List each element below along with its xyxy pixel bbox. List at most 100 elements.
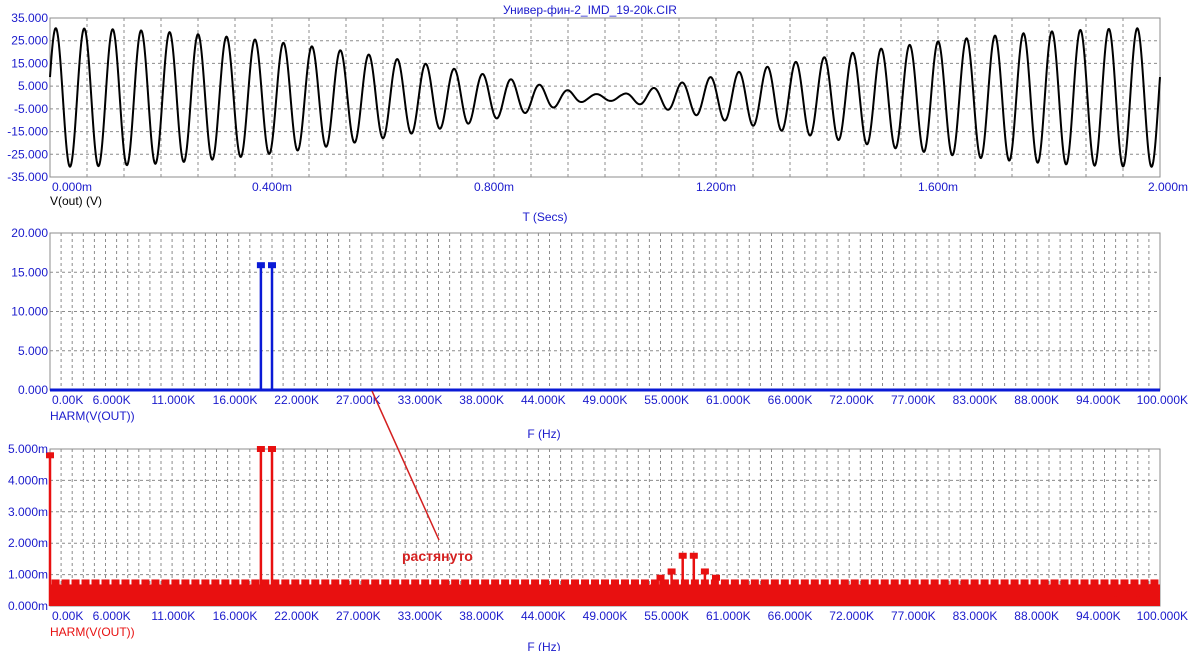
y-tick-label: 20.000 [11, 226, 48, 240]
spectrum-zoom-bars [46, 446, 1160, 606]
noise-floor-band [50, 584, 1160, 606]
spectrum-zoom-bar-marker [1111, 590, 1120, 597]
noise-bin-marker [181, 579, 190, 586]
time-domain-grid [50, 18, 1160, 177]
y-tick-label: 5.000m [8, 442, 48, 456]
x-tick-label: 16.000K [213, 609, 258, 623]
noise-bin-marker [890, 579, 899, 586]
time-domain-trace [49, 27, 1161, 168]
noise-bin-marker [960, 579, 969, 586]
noise-bin-marker [361, 579, 370, 586]
noise-bin-marker [511, 579, 520, 586]
time-domain-y-ticks: 35.000 25.000 15.000 5.000 -5.000 -15.000 -25.… [7, 11, 48, 184]
x-tick-label: 100.000K [1137, 609, 1188, 623]
y-tick-label: 5.000 [18, 344, 48, 358]
x-tick-label: 49.000K [583, 609, 628, 623]
noise-bin-marker [870, 579, 879, 586]
spectrum-x-ticks: 0.00K 6.000K 11.000K 16.000K 22.000K 27.000K 3… [52, 393, 1188, 407]
spectrum-zoom-x-ticks: 0.00K 6.000K 11.000K 16.000K 22.000K 27.000K 3… [52, 609, 1188, 623]
noise-bin-marker [81, 579, 90, 586]
x-tick-label: 83.000K [953, 609, 998, 623]
noise-bin-marker [341, 579, 350, 586]
time-domain-trace-label[interactable]: V(out) (V) [50, 194, 102, 208]
noise-bin-marker [990, 579, 999, 586]
noise-bin-marker [750, 579, 759, 586]
spectrum-trace-label[interactable]: HARM(V(OUT)) [50, 409, 135, 423]
y-tick-label: 15.000 [11, 265, 48, 279]
y-tick-label: 35.000 [11, 11, 48, 25]
noise-bin-marker [111, 579, 120, 586]
y-tick-label: -25.000 [7, 147, 48, 161]
y-tick-label: 4.000m [8, 473, 48, 487]
noise-bin-marker [950, 579, 959, 586]
noise-bin-marker [620, 579, 629, 586]
noise-bin-marker [201, 579, 210, 586]
noise-bin-marker [241, 579, 250, 586]
x-tick-label: 2.000m [1148, 180, 1188, 194]
spectrum-y-ticks: 20.000 15.000 10.000 5.000 0.000 [11, 226, 48, 397]
x-tick-label: 22.000K [274, 609, 319, 623]
x-tick-label: 61.000K [706, 393, 751, 407]
x-tick-label: 77.000K [891, 393, 936, 407]
noise-bin-marker [840, 579, 849, 586]
y-tick-label: 15.000 [11, 56, 48, 70]
x-tick-label: 0.00K [52, 393, 83, 407]
y-tick-label: 10.000 [11, 305, 48, 319]
noise-bin-marker [790, 579, 799, 586]
x-tick-label: 44.000K [521, 393, 566, 407]
x-tick-label: 11.000K [151, 609, 195, 623]
noise-bin-marker [571, 579, 580, 586]
noise-bin-marker [521, 579, 530, 586]
spectrum-zoom-trace-label[interactable]: HARM(V(OUT)) [50, 625, 135, 639]
spectrum-zoom-panel: 5.000m 4.000m 3.000m 2.000m 1.000m 0.000m 0.0… [8, 442, 1188, 654]
spectrum-bar-marker [256, 262, 265, 269]
noise-bin-marker [311, 579, 320, 586]
noise-bin-marker [770, 579, 779, 586]
x-tick-label: 33.000K [398, 393, 443, 407]
x-tick-label: 66.000K [768, 609, 813, 623]
spectrum-zoom-bar-marker [1122, 584, 1131, 591]
x-tick-label: 38.000K [459, 609, 504, 623]
noise-bin-marker [800, 579, 809, 586]
x-tick-label: 55.000K [644, 393, 689, 407]
spectrum-bars [50, 262, 1160, 392]
noise-bin-marker [720, 579, 729, 586]
y-tick-label: -15.000 [7, 125, 48, 139]
noise-bin-marker [51, 579, 60, 586]
noise-bin-marker [650, 579, 659, 586]
noise-bin-marker [541, 579, 550, 586]
spectrum-zoom-bar-marker [712, 574, 720, 581]
noise-bin-marker [680, 579, 689, 586]
time-domain-x-label: T (Secs) [522, 210, 567, 224]
spectrum-zoom-bar-marker [678, 552, 687, 559]
noise-bin-marker [970, 579, 979, 586]
noise-bin-marker [1090, 579, 1099, 586]
noise-bin-marker [231, 579, 240, 586]
noise-bin-marker [1060, 579, 1069, 586]
noise-bin-marker [780, 579, 789, 586]
noise-bin-marker [850, 579, 859, 586]
x-tick-label: 100.000K [1137, 393, 1188, 407]
y-tick-label: 5.000 [18, 79, 48, 93]
spectrum-zoom-y-ticks: 5.000m 4.000m 3.000m 2.000m 1.000m 0.000m [8, 442, 48, 613]
x-tick-label: 88.000K [1014, 609, 1059, 623]
spectrum-zoom-bar-marker [689, 552, 698, 559]
spectrum-grid [50, 233, 1160, 390]
x-tick-label: 22.000K [274, 393, 319, 407]
noise-bin-marker [860, 579, 869, 586]
x-tick-label: 1.600m [918, 180, 958, 194]
window-title: Универ-фин-2_IMD_19-20k.CIR [503, 3, 677, 17]
annotation-label: растянуто [402, 548, 473, 564]
noise-bin-marker [91, 579, 100, 586]
y-tick-label: 1.000m [8, 568, 48, 582]
spectrum-zoom-bar-marker [268, 446, 276, 452]
spectrum-zoom-bar-marker [656, 574, 665, 581]
x-tick-label: 27.000K [336, 609, 381, 623]
noise-bin-marker [391, 579, 400, 586]
noise-bin-marker [451, 579, 460, 586]
noise-bin-marker [591, 579, 600, 586]
x-tick-label: 49.000K [583, 393, 628, 407]
x-tick-label: 0.000m [52, 180, 92, 194]
y-tick-label: -5.000 [14, 102, 48, 116]
